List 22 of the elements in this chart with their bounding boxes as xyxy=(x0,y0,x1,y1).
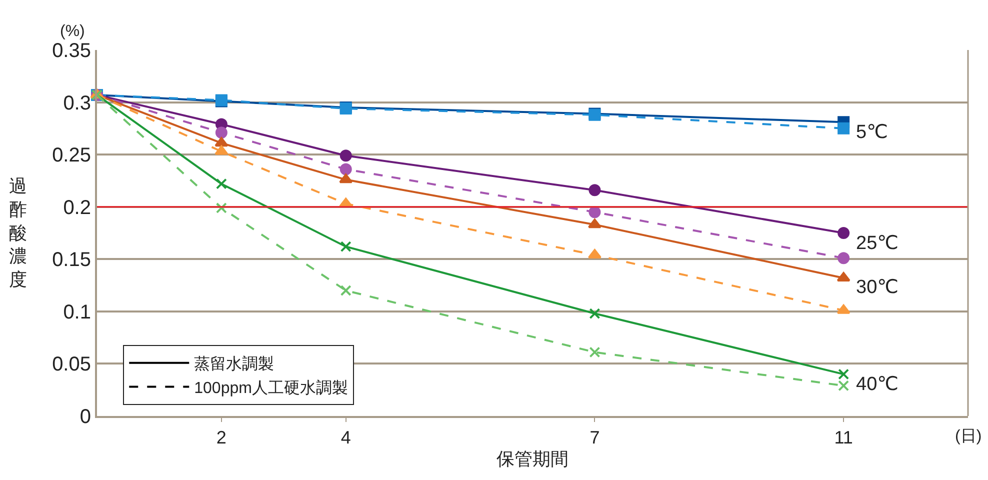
x-tick-label: 2 xyxy=(216,428,226,448)
x-tick-label: 11 xyxy=(834,428,853,448)
y-tick-label: 0.05 xyxy=(52,354,91,376)
y-tick-label: 0.3 xyxy=(63,92,91,114)
x-tick-label: 4 xyxy=(340,428,351,448)
text: (%) xyxy=(60,23,85,40)
y-tick-label: 0.2 xyxy=(63,196,91,219)
y-tick-label: 0.15 xyxy=(52,249,91,272)
y-tick-label: 0.25 xyxy=(52,144,91,167)
y-tick-label: 0.1 xyxy=(63,301,91,324)
legend-label: 蒸留水調製 xyxy=(194,355,274,374)
annotation: 5℃ xyxy=(856,122,888,143)
legend-label: 100ppm人工硬水調製 xyxy=(194,378,348,397)
y-tick-label: 0.35 xyxy=(52,40,91,62)
annotation: 30℃ xyxy=(856,277,898,298)
x-axis-title: 保管期間 xyxy=(496,449,568,470)
y-axis-title: 過酢酸濃度 xyxy=(9,176,27,290)
text: (日) xyxy=(955,428,982,445)
annotation: 40℃ xyxy=(856,374,898,395)
x-tick-label: 7 xyxy=(590,428,600,448)
y-tick-label: 0 xyxy=(80,406,91,428)
annotation: 25℃ xyxy=(856,233,898,254)
